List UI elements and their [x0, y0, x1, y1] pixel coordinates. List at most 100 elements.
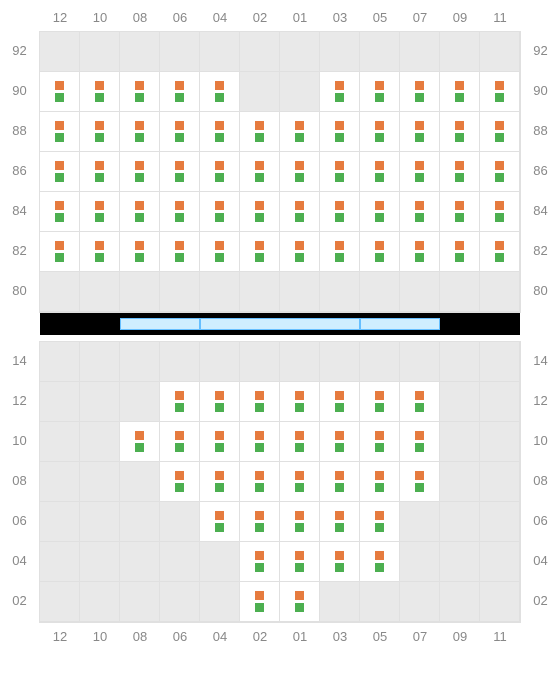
- seat-square-bottom: [495, 213, 504, 222]
- seat-cell[interactable]: [320, 192, 360, 232]
- seat-cell[interactable]: [160, 232, 200, 272]
- seat-cell[interactable]: [320, 382, 360, 422]
- seat-cell[interactable]: [400, 232, 440, 272]
- seat-cell[interactable]: [40, 112, 80, 152]
- seat-cell[interactable]: [240, 582, 280, 622]
- col-label: 06: [160, 629, 200, 644]
- seat-cell[interactable]: [80, 232, 120, 272]
- col-label: 03: [320, 10, 360, 25]
- seat-cell[interactable]: [200, 72, 240, 112]
- seat-cell[interactable]: [320, 542, 360, 582]
- seat-cell[interactable]: [160, 72, 200, 112]
- seat-cell[interactable]: [400, 192, 440, 232]
- seat-cell[interactable]: [480, 72, 520, 112]
- empty-cell: [240, 342, 280, 382]
- seat-square-bottom: [455, 253, 464, 262]
- seat-cell[interactable]: [120, 72, 160, 112]
- seat-cell[interactable]: [360, 462, 400, 502]
- seat-cell[interactable]: [280, 112, 320, 152]
- seat-cell[interactable]: [120, 422, 160, 462]
- seat-cell[interactable]: [160, 152, 200, 192]
- seat-cell[interactable]: [80, 72, 120, 112]
- seat-cell[interactable]: [320, 72, 360, 112]
- seat-square-top: [255, 161, 264, 170]
- seat-cell[interactable]: [440, 72, 480, 112]
- seat-cell[interactable]: [280, 382, 320, 422]
- seat-cell[interactable]: [160, 422, 200, 462]
- seat-cell[interactable]: [360, 232, 400, 272]
- seat-cell[interactable]: [40, 152, 80, 192]
- seat-cell[interactable]: [200, 382, 240, 422]
- seat-cell[interactable]: [280, 422, 320, 462]
- seat-cell[interactable]: [280, 462, 320, 502]
- seat-cell[interactable]: [40, 232, 80, 272]
- seat-cell[interactable]: [480, 152, 520, 192]
- seat-cell[interactable]: [200, 462, 240, 502]
- seat-cell[interactable]: [320, 462, 360, 502]
- seat-cell[interactable]: [240, 422, 280, 462]
- seat-cell[interactable]: [280, 582, 320, 622]
- seat-cell[interactable]: [160, 382, 200, 422]
- seat-cell[interactable]: [240, 112, 280, 152]
- seat-cell[interactable]: [360, 72, 400, 112]
- seat-cell[interactable]: [280, 232, 320, 272]
- seat-cell[interactable]: [160, 462, 200, 502]
- seat-cell[interactable]: [200, 422, 240, 462]
- seat-cell[interactable]: [120, 232, 160, 272]
- seat-cell[interactable]: [440, 152, 480, 192]
- seat-cell[interactable]: [200, 192, 240, 232]
- seat-cell[interactable]: [240, 382, 280, 422]
- seat-cell[interactable]: [360, 422, 400, 462]
- seat-cell[interactable]: [360, 192, 400, 232]
- seat-cell[interactable]: [240, 542, 280, 582]
- seat-cell[interactable]: [440, 232, 480, 272]
- seat-cell[interactable]: [200, 152, 240, 192]
- seat-cell[interactable]: [320, 232, 360, 272]
- seat-cell[interactable]: [480, 232, 520, 272]
- seat-cell[interactable]: [80, 152, 120, 192]
- empty-cell: [120, 542, 160, 582]
- seat-cell[interactable]: [400, 462, 440, 502]
- seat-cell[interactable]: [320, 422, 360, 462]
- seat-cell[interactable]: [400, 112, 440, 152]
- seat-cell[interactable]: [480, 112, 520, 152]
- seat-cell[interactable]: [200, 112, 240, 152]
- seat-cell[interactable]: [440, 192, 480, 232]
- seat-square-bottom: [55, 173, 64, 182]
- seat-cell[interactable]: [200, 232, 240, 272]
- seat-cell[interactable]: [120, 112, 160, 152]
- seat-cell[interactable]: [320, 502, 360, 542]
- seat-square-top: [175, 471, 184, 480]
- seat-cell[interactable]: [40, 72, 80, 112]
- seat-cell[interactable]: [200, 502, 240, 542]
- seat-cell[interactable]: [240, 192, 280, 232]
- seat-cell[interactable]: [40, 192, 80, 232]
- seat-cell[interactable]: [400, 382, 440, 422]
- seat-cell[interactable]: [280, 152, 320, 192]
- seat-cell[interactable]: [360, 502, 400, 542]
- seat-cell[interactable]: [240, 462, 280, 502]
- seat-cell[interactable]: [400, 422, 440, 462]
- seat-cell[interactable]: [240, 232, 280, 272]
- seat-cell[interactable]: [280, 192, 320, 232]
- seat-cell[interactable]: [80, 112, 120, 152]
- seat-cell[interactable]: [280, 542, 320, 582]
- seat-cell[interactable]: [120, 152, 160, 192]
- seat-cell[interactable]: [240, 152, 280, 192]
- seat-cell[interactable]: [360, 152, 400, 192]
- seat-cell[interactable]: [80, 192, 120, 232]
- seat-cell[interactable]: [160, 192, 200, 232]
- seat-cell[interactable]: [160, 112, 200, 152]
- seat-cell[interactable]: [360, 112, 400, 152]
- seat-cell[interactable]: [400, 152, 440, 192]
- seat-cell[interactable]: [120, 192, 160, 232]
- seat-cell[interactable]: [320, 112, 360, 152]
- seat-cell[interactable]: [320, 152, 360, 192]
- seat-cell[interactable]: [360, 382, 400, 422]
- seat-cell[interactable]: [240, 502, 280, 542]
- seat-cell[interactable]: [360, 542, 400, 582]
- seat-cell[interactable]: [480, 192, 520, 232]
- seat-cell[interactable]: [280, 502, 320, 542]
- seat-cell[interactable]: [400, 72, 440, 112]
- seat-cell[interactable]: [440, 112, 480, 152]
